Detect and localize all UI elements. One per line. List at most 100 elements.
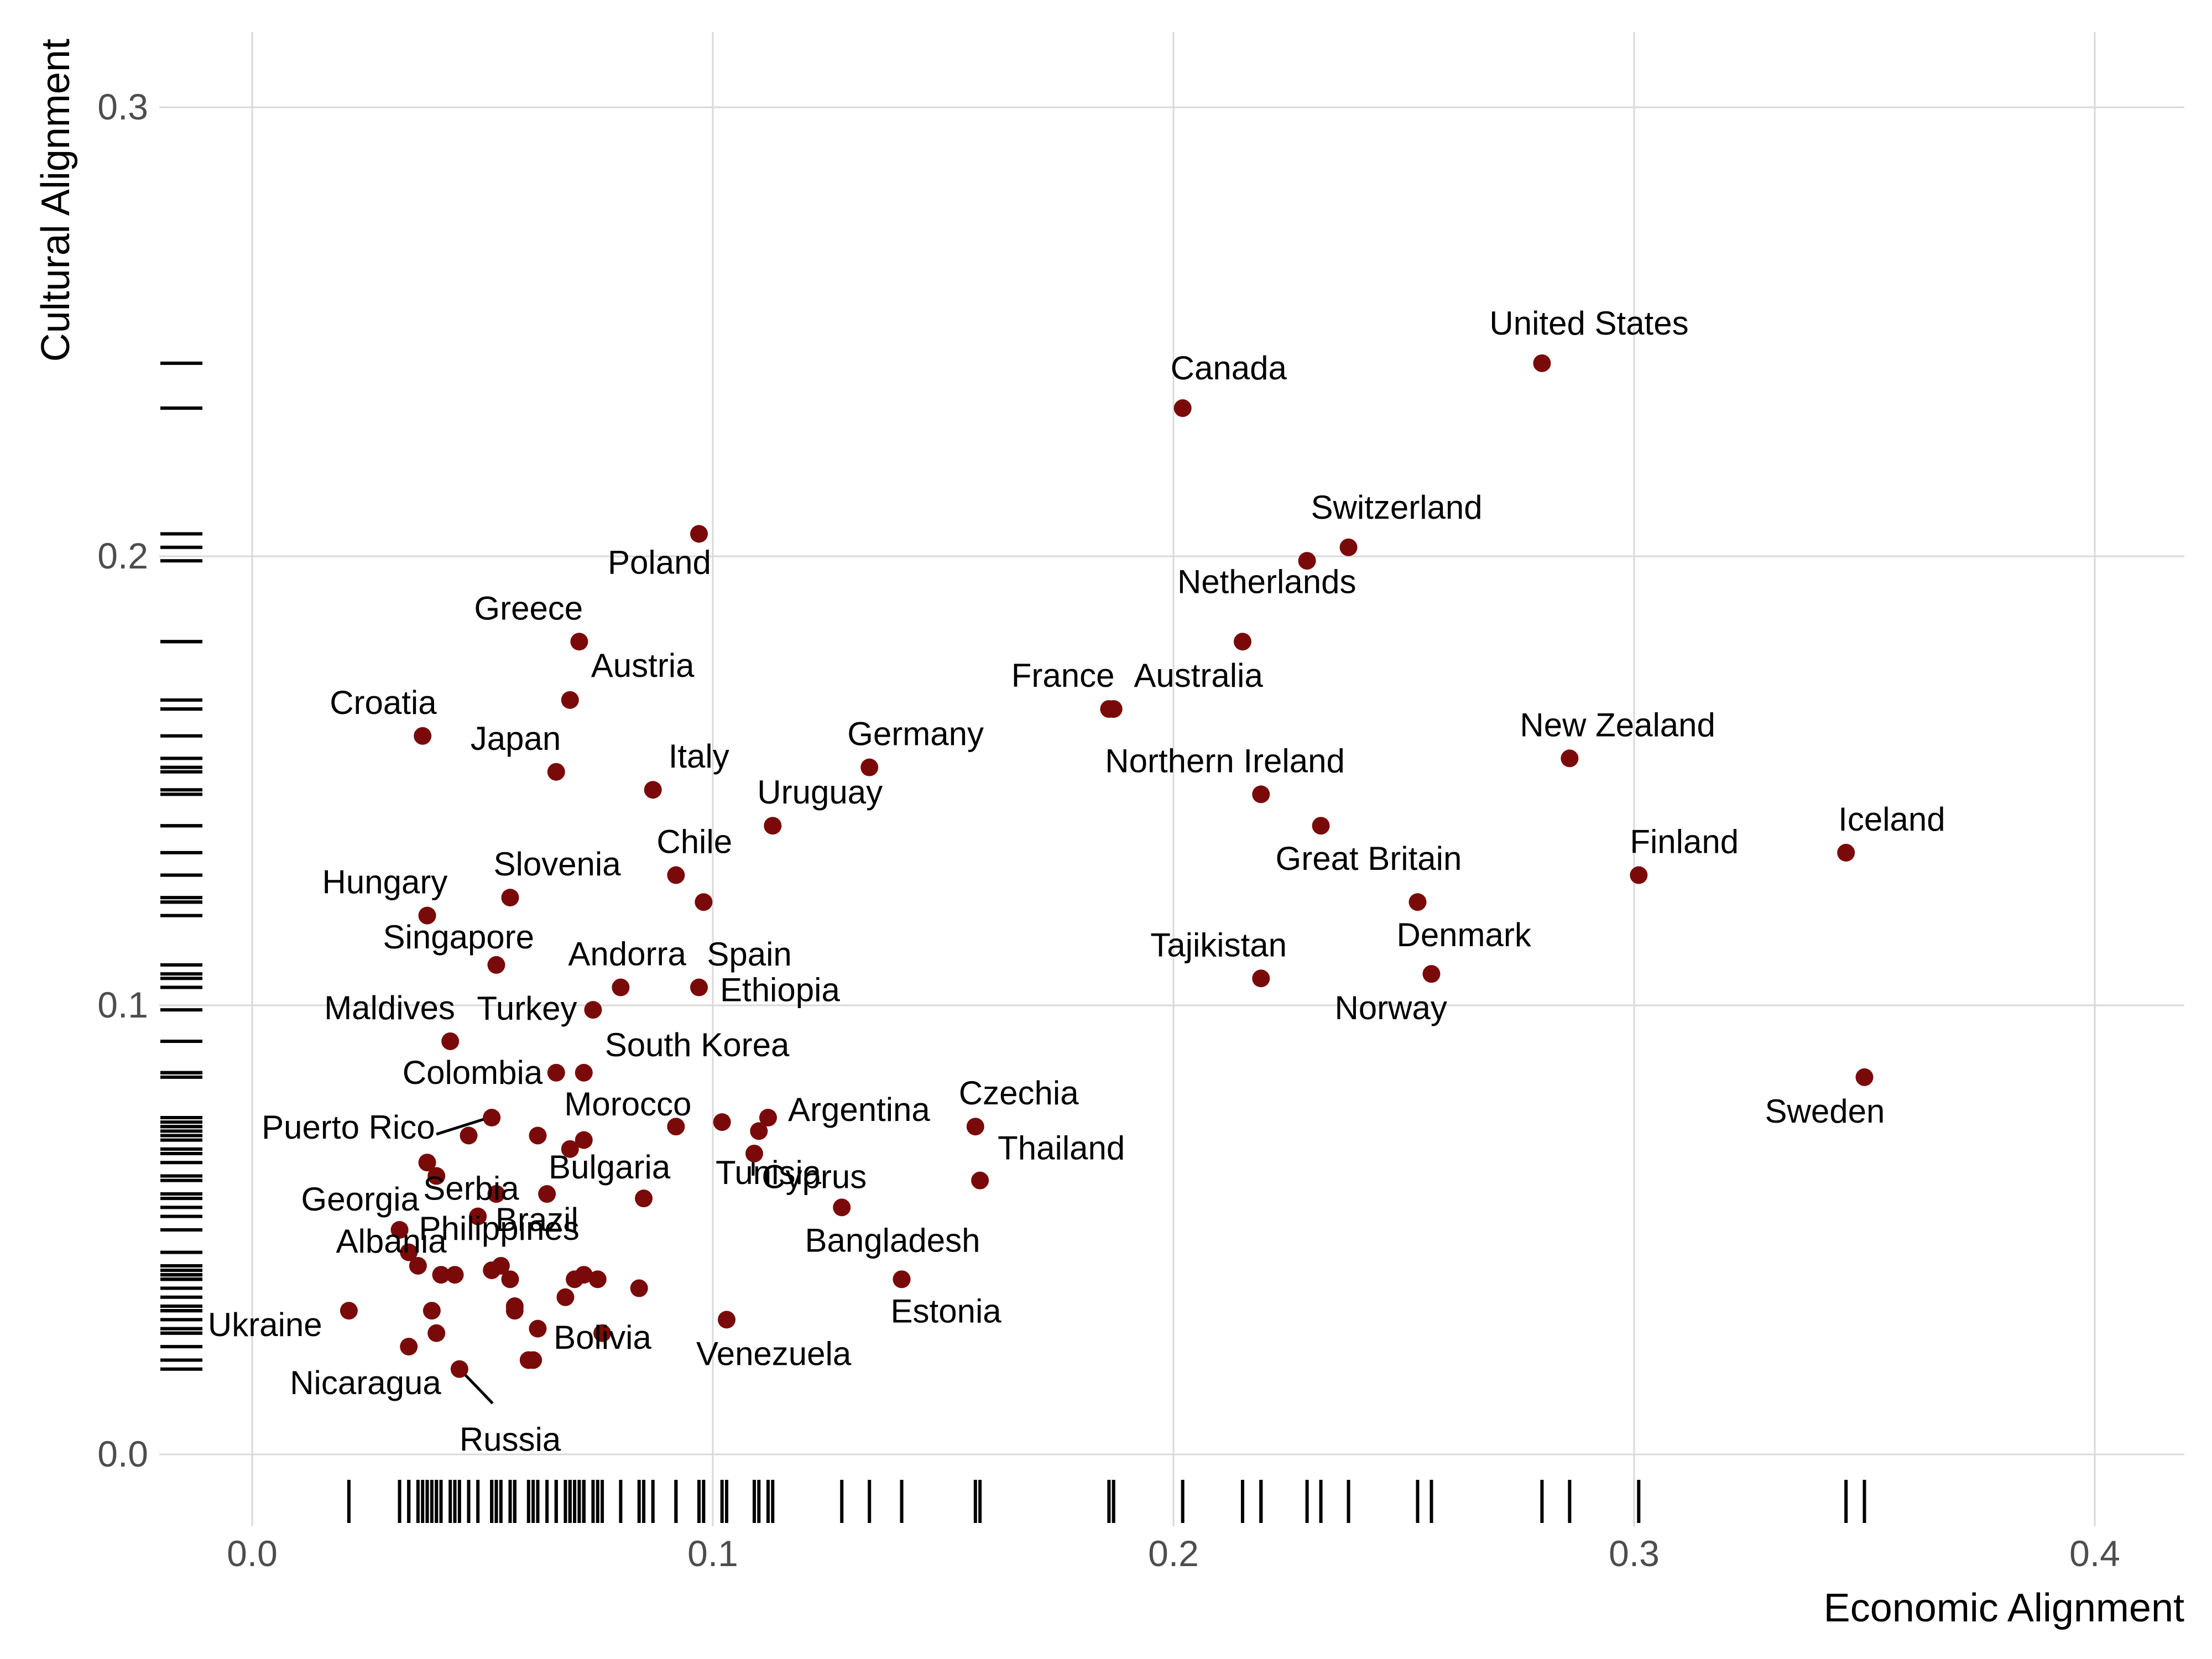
point-label: Thailand [998,1130,1125,1167]
point-label: Slovenia [493,846,621,883]
data-point [695,893,713,911]
data-point [713,1113,731,1131]
point-label: Bangladesh [805,1222,980,1259]
point-label: Greece [474,589,583,627]
point-label: France [1011,657,1115,694]
point-label: Colombia [403,1054,543,1091]
data-point [450,1360,468,1378]
y-tick-label: 0.1 [97,984,148,1025]
point-label: Maldives [324,989,455,1026]
point-label: Serbia [423,1170,519,1207]
data-point [1312,817,1330,835]
x-tick-label: 0.1 [687,1533,738,1574]
point-label: South Korea [605,1026,790,1063]
data-point [446,1266,464,1284]
x-tick-label: 0.2 [1148,1533,1199,1574]
y-tick-label: 0.0 [97,1433,148,1474]
point-label: Puerto Rico [262,1109,435,1146]
data-point [418,906,436,925]
data-point [1252,785,1270,804]
point-label: Hungary [322,864,448,901]
point-label: Uruguay [757,774,883,811]
point-label: Turkey [477,990,577,1027]
data-point [1855,1068,1874,1086]
data-point [414,727,432,745]
point-label: Andorra [568,936,686,973]
point-label: United States [1489,305,1688,342]
data-point [340,1302,358,1320]
point-label: Japan [471,720,561,757]
point-label: Netherlands [1177,563,1357,600]
point-label: Croatia [330,684,437,721]
point-label: Brazil [495,1201,578,1238]
data-point [635,1190,653,1208]
point-label: Philippines [419,1210,580,1247]
data-point [400,1243,418,1261]
point-label: Sweden [1765,1093,1885,1130]
data-point [630,1279,648,1297]
data-point [427,1324,446,1342]
point-label: New Zealand [1520,706,1715,743]
data-point [524,1351,542,1369]
data-point [409,1256,427,1275]
data-point [547,1063,565,1082]
data-point [1561,749,1579,768]
data-point [501,889,519,907]
point-label: Georgia [301,1181,420,1218]
data-point [561,1140,579,1158]
data-point [1252,969,1270,988]
point-labels: United States Canada Switzerland Poland Neth… [208,305,1945,1458]
data-point [570,633,588,651]
data-point [427,1167,446,1185]
point-label: Ukraine [208,1306,322,1343]
data-point [529,1319,547,1338]
data-point [690,978,708,997]
data-point [483,1109,501,1126]
point-label: Bolivia [554,1319,651,1356]
data-point [593,1324,612,1342]
data-point [538,1185,556,1203]
data-point [566,1270,584,1288]
data-point [588,1270,607,1288]
data-point [667,1118,685,1136]
data-point [483,1261,501,1280]
data-point [860,758,879,776]
point-label: Albania [336,1223,447,1260]
data-point [612,978,630,997]
point-label: Finland [1630,823,1739,860]
data-point [547,763,565,781]
x-tick-label: 0.3 [1609,1533,1660,1574]
data-point [1100,700,1118,718]
point-label: Switzerland [1311,489,1483,526]
point-label: Great Britain [1276,840,1462,877]
data-point [505,1302,524,1320]
data-point [460,1126,478,1145]
point-label: Germany [847,716,984,753]
tick-labels: 0.0 0.1 0.2 0.3 0.4 0.0 0.1 0.2 0.3 [97,86,2120,1574]
point-label: Tajikistan [1150,926,1287,963]
data-point [644,781,662,799]
data-point [432,1266,450,1284]
leader-line [464,1373,494,1405]
data-point [469,1207,487,1225]
data-point [441,1032,460,1050]
point-label: Canada [1171,349,1287,387]
data-point [390,1221,409,1239]
data-point [893,1270,911,1288]
leader-line [436,1116,489,1136]
point-label: Northern Ireland [1105,742,1345,779]
data-points [340,354,1874,1378]
data-point [487,956,505,974]
data-point [1533,354,1551,372]
data-point [750,1122,768,1140]
data-point [487,1185,505,1203]
point-label: Tunisia [716,1154,822,1191]
x-axis-title: Economic Alignment [1824,1586,2184,1630]
data-point [575,1063,593,1082]
point-label: Italy [669,738,729,775]
y-tick-label: 0.3 [97,86,148,127]
data-point [400,1338,418,1356]
data-point [717,1311,735,1329]
point-label: Denmark [1396,916,1531,953]
